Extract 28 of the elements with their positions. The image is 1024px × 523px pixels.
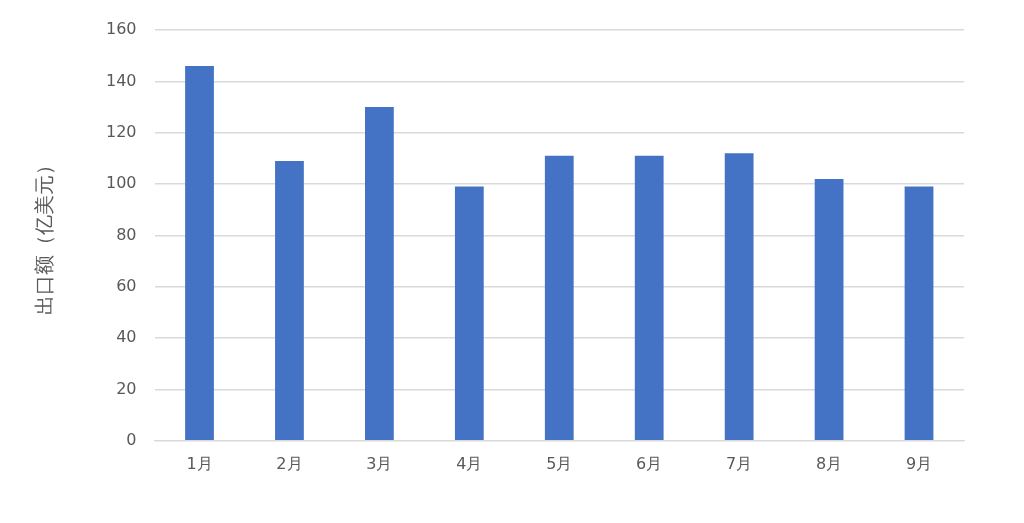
y-tick-label: 120: [105, 121, 137, 141]
bar: [904, 186, 934, 441]
y-tick-label: 160: [105, 19, 137, 39]
y-tick-label: 80: [116, 224, 137, 244]
y-tick-label: 60: [116, 275, 137, 295]
x-tick-label: 9月: [905, 453, 933, 473]
x-tick-label: 8月: [816, 453, 843, 473]
bar: [365, 107, 394, 441]
x-tick-label: 1月: [186, 453, 213, 473]
x-tick-label: 7月: [726, 453, 753, 473]
x-tick-label: 2月: [276, 453, 303, 473]
bar: [544, 155, 574, 441]
y-tick-label: 140: [105, 70, 137, 90]
bar: [275, 160, 304, 441]
bar: [634, 155, 664, 441]
y-tick-label: 0: [126, 429, 137, 449]
x-tick-label: 4月: [456, 453, 483, 473]
x-tick-label: 5月: [546, 453, 573, 473]
x-tick-label: 3月: [366, 453, 393, 473]
bar: [185, 65, 214, 441]
bar: [454, 186, 484, 441]
x-tick-label: 6月: [636, 453, 663, 473]
bar: [814, 178, 844, 441]
y-tick-label: 20: [116, 378, 137, 398]
y-tick-label: 40: [116, 327, 137, 347]
y-axis-title: 出口额（亿美元）: [32, 155, 57, 316]
bar: [724, 153, 754, 441]
y-tick-label: 100: [105, 173, 137, 193]
